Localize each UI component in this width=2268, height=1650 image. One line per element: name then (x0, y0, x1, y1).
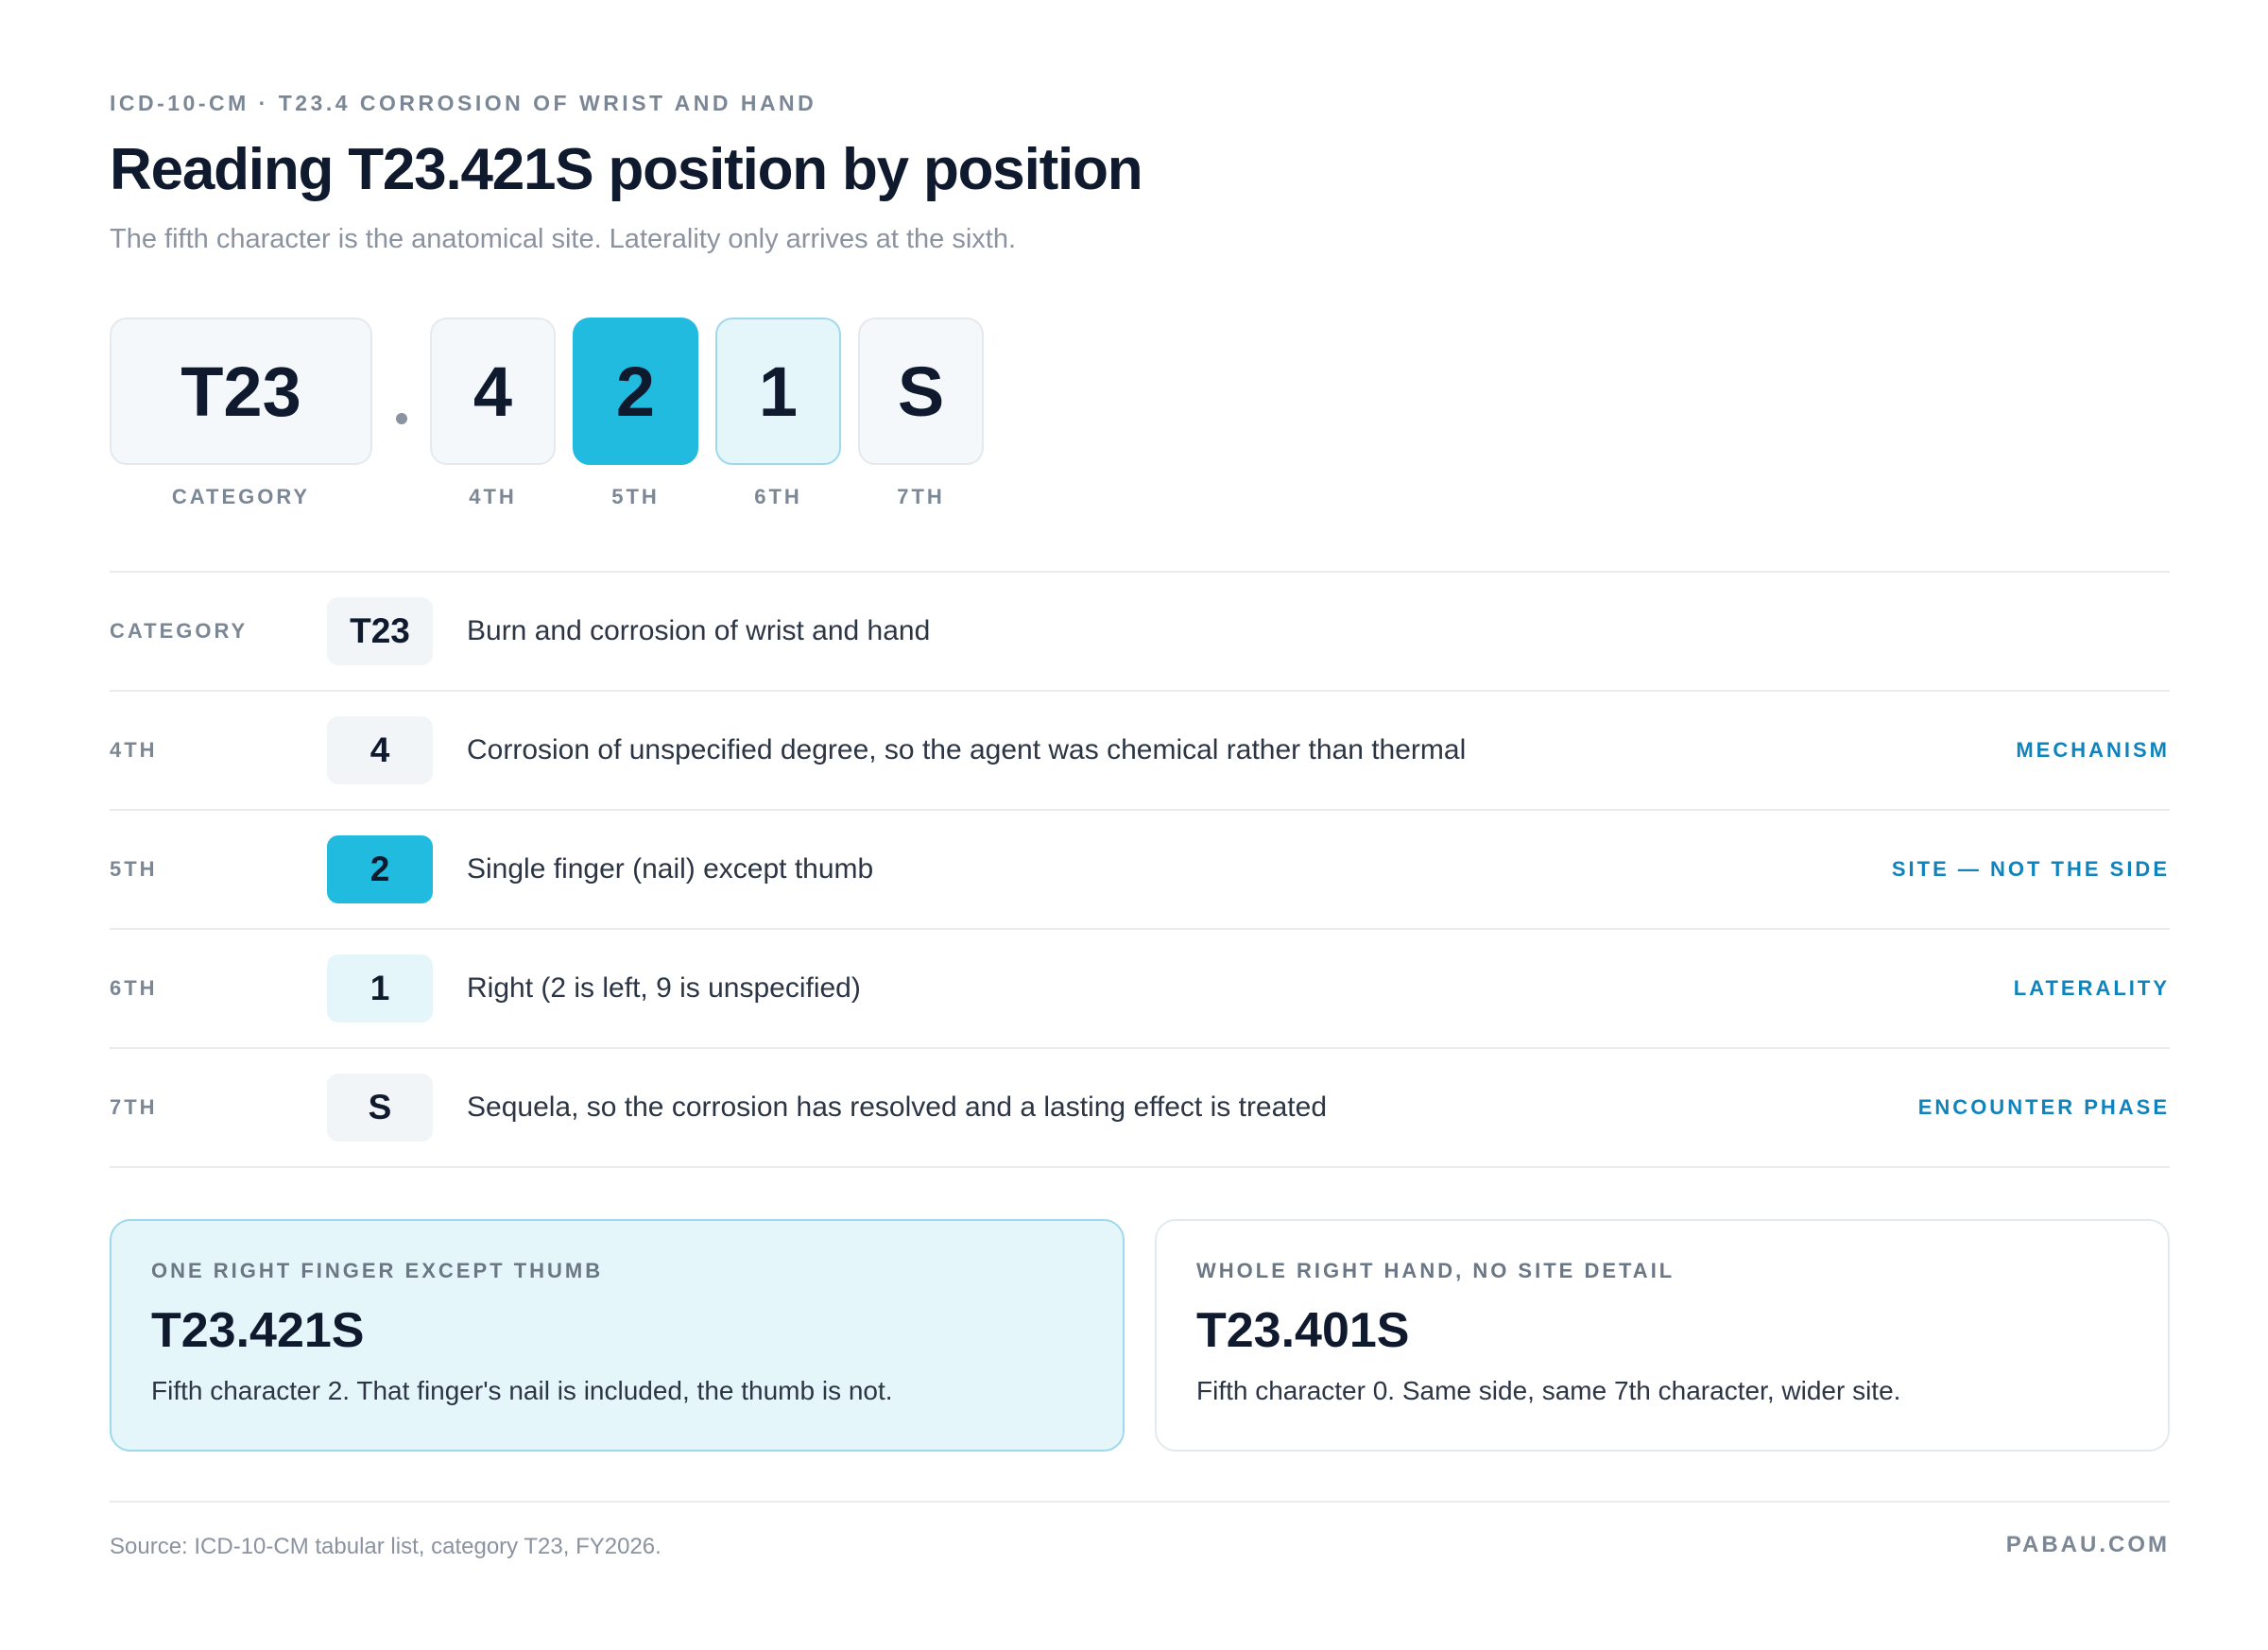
code-tile-4th: 4 (430, 318, 556, 465)
row-description: Single finger (nail) except thumb (467, 853, 874, 885)
comparison-card-hand: WHOLE RIGHT HAND, NO SITE DETAIL T23.401… (1155, 1219, 2170, 1452)
row-tag: SITE — NOT THE SIDE (1891, 857, 2170, 881)
page-subtitle: The fifth character is the anatomical si… (110, 224, 1017, 254)
comparison-card-finger: ONE RIGHT FINGER EXCEPT THUMB T23.421S F… (110, 1219, 1125, 1452)
row-chip: 2 (327, 835, 433, 903)
card-code: T23.421S (151, 1303, 365, 1358)
code-tile-label-4th: 4TH (469, 485, 517, 508)
card-kicker: ONE RIGHT FINGER EXCEPT THUMB (151, 1259, 604, 1282)
decimal-point (396, 413, 407, 424)
card-note: Fifth character 2. That finger's nail is… (151, 1376, 893, 1405)
footer-divider (110, 1501, 2170, 1503)
code-tile-7th: S (858, 318, 984, 465)
page-title: Reading T23.421S position by position (110, 137, 1143, 202)
breakdown-row-7th: 7TH S Sequela, so the corrosion has reso… (110, 1049, 2170, 1168)
eyebrow: ICD-10-CM · T23.4 CORROSION OF WRIST AND… (110, 91, 817, 115)
breakdown-row-category: CATEGORY T23 Burn and corrosion of wrist… (110, 573, 2170, 692)
code-tile-label-6th: 6TH (754, 485, 802, 508)
row-tag: ENCOUNTER PHASE (1917, 1095, 2170, 1119)
row-label: 6TH (110, 976, 158, 1000)
row-label: 4TH (110, 738, 158, 762)
card-code: T23.401S (1196, 1303, 1410, 1358)
row-chip: 1 (327, 954, 433, 1023)
breakdown-row-5th: 5TH 2 Single finger (nail) except thumb … (110, 811, 2170, 930)
code-tile-label-5th: 5TH (611, 485, 660, 508)
row-chip: S (327, 1074, 433, 1142)
row-tag: LATERALITY (2013, 976, 2170, 1000)
row-description: Corrosion of unspecified degree, so the … (467, 734, 1467, 765)
code-tile-6th: 1 (715, 318, 841, 465)
code-tile-5th: 2 (573, 318, 698, 465)
row-description: Right (2 is left, 9 is unspecified) (467, 972, 861, 1004)
row-label: CATEGORY (110, 619, 249, 643)
code-tile-label-7th: 7TH (897, 485, 945, 508)
card-kicker: WHOLE RIGHT HAND, NO SITE DETAIL (1196, 1259, 1675, 1282)
row-chip: 4 (327, 716, 433, 784)
code-tile-label-category: CATEGORY (171, 485, 311, 508)
code-tile-category: T23 (110, 318, 372, 465)
source-note: Source: ICD-10-CM tabular list, category… (110, 1534, 662, 1559)
position-breakdown: CATEGORY T23 Burn and corrosion of wrist… (110, 571, 2170, 1168)
card-note: Fifth character 0. Same side, same 7th c… (1196, 1376, 1901, 1405)
brand-link[interactable]: PABAU.COM (2005, 1532, 2170, 1557)
breakdown-row-6th: 6TH 1 Right (2 is left, 9 is unspecified… (110, 930, 2170, 1049)
row-label: 7TH (110, 1095, 158, 1119)
row-description: Sequela, so the corrosion has resolved a… (467, 1091, 1328, 1123)
row-label: 5TH (110, 857, 158, 881)
row-tag: MECHANISM (2016, 738, 2170, 762)
row-chip: T23 (327, 597, 433, 665)
breakdown-row-4th: 4TH 4 Corrosion of unspecified degree, s… (110, 692, 2170, 811)
row-description: Burn and corrosion of wrist and hand (467, 615, 931, 646)
